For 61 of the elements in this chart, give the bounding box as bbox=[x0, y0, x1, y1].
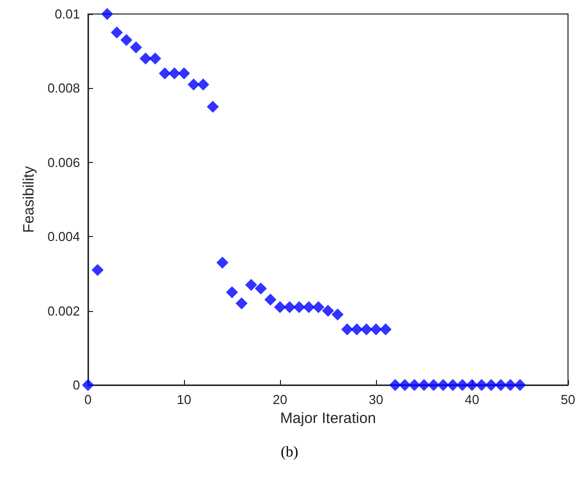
point bbox=[360, 323, 372, 336]
x-tick-label: 40 bbox=[464, 392, 480, 407]
y-axis-title: Feasibility bbox=[20, 166, 38, 233]
point bbox=[274, 301, 286, 314]
point bbox=[408, 379, 420, 391]
point bbox=[188, 78, 200, 90]
point bbox=[341, 323, 354, 336]
point bbox=[504, 379, 516, 391]
y-tick-label: 0.002 bbox=[47, 303, 80, 318]
point bbox=[466, 379, 478, 391]
point bbox=[149, 52, 162, 65]
point bbox=[485, 379, 498, 391]
point bbox=[130, 41, 142, 54]
point bbox=[110, 26, 123, 39]
point bbox=[226, 286, 238, 298]
x-tick-label: 10 bbox=[176, 392, 192, 407]
y-tick-label: 0.006 bbox=[47, 154, 80, 170]
point bbox=[437, 379, 450, 391]
y-tick-label: 0.01 bbox=[54, 6, 80, 22]
point bbox=[389, 379, 402, 391]
point bbox=[158, 67, 171, 80]
point bbox=[254, 282, 267, 295]
point bbox=[101, 8, 114, 20]
point bbox=[293, 301, 306, 314]
point bbox=[370, 323, 382, 336]
point bbox=[216, 256, 228, 269]
point bbox=[312, 301, 324, 314]
point bbox=[197, 78, 210, 90]
x-tick-label: 20 bbox=[272, 392, 288, 407]
point bbox=[120, 34, 132, 46]
x-tick-label: 50 bbox=[560, 392, 576, 407]
y-tick-label: 0.004 bbox=[47, 229, 80, 244]
point bbox=[302, 301, 315, 314]
point bbox=[82, 379, 94, 391]
x-tick-label: 0 bbox=[84, 392, 92, 407]
point bbox=[446, 379, 459, 391]
point bbox=[380, 323, 392, 336]
point bbox=[264, 294, 276, 306]
y-tick-label: 0.008 bbox=[47, 80, 80, 96]
point bbox=[245, 278, 258, 291]
point bbox=[494, 379, 507, 391]
point bbox=[178, 67, 190, 80]
point bbox=[140, 52, 152, 65]
x-tick-label: 30 bbox=[368, 392, 384, 407]
point bbox=[332, 308, 344, 321]
point bbox=[284, 301, 296, 314]
point bbox=[322, 304, 334, 317]
point bbox=[456, 379, 468, 391]
point bbox=[92, 264, 104, 276]
point bbox=[476, 379, 488, 391]
x-axis-title: Major Iteration bbox=[280, 410, 376, 427]
point bbox=[428, 379, 440, 391]
point bbox=[236, 297, 248, 310]
point bbox=[350, 323, 363, 336]
point bbox=[514, 379, 526, 391]
point bbox=[398, 379, 411, 391]
point bbox=[168, 67, 180, 80]
point bbox=[206, 100, 219, 113]
y-tick-label: 0 bbox=[72, 378, 80, 392]
point bbox=[418, 379, 430, 391]
text: (b) bbox=[280, 444, 298, 460]
